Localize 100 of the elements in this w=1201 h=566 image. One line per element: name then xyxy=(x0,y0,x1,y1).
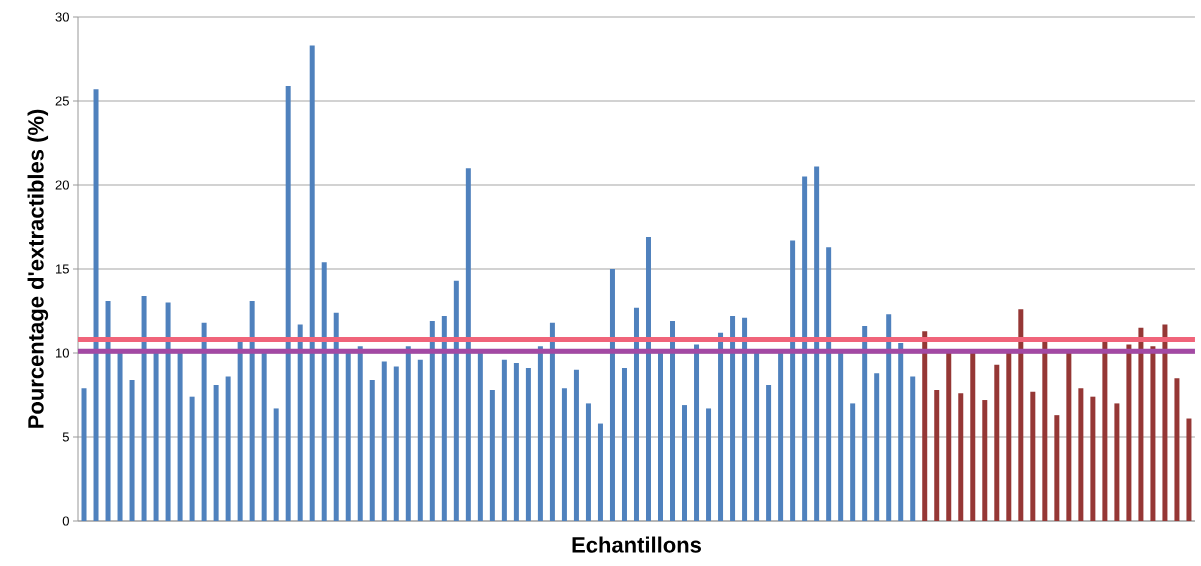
bar xyxy=(730,316,736,521)
bar xyxy=(105,300,111,521)
bar xyxy=(321,262,327,521)
bar xyxy=(790,240,796,521)
bar xyxy=(345,353,351,521)
bar xyxy=(537,346,543,521)
bar xyxy=(513,363,519,521)
bar xyxy=(297,324,303,521)
bar xyxy=(369,379,375,521)
bar xyxy=(609,269,615,521)
x-axis-title: Echantillons xyxy=(572,536,701,553)
y-tick-label: 10 xyxy=(56,348,69,358)
bar xyxy=(1030,391,1036,521)
bar xyxy=(922,331,928,521)
bar xyxy=(477,353,483,521)
bar xyxy=(453,280,459,521)
bar xyxy=(1126,344,1132,521)
bar xyxy=(237,341,243,521)
y-tick-label: 5 xyxy=(62,432,69,442)
bar xyxy=(285,85,291,521)
bar xyxy=(802,176,808,521)
bar xyxy=(429,321,435,521)
bar xyxy=(1138,327,1144,521)
bar xyxy=(754,353,760,521)
bar xyxy=(261,353,267,521)
bar xyxy=(621,368,627,521)
bar xyxy=(309,45,315,521)
bar xyxy=(93,89,99,521)
bar xyxy=(525,368,531,521)
bar xyxy=(1162,324,1168,521)
bar xyxy=(1150,346,1156,521)
bar xyxy=(189,396,195,521)
bar xyxy=(910,376,916,521)
bar xyxy=(874,373,880,521)
bar xyxy=(850,403,856,521)
bar xyxy=(645,237,651,521)
y-tick-label: 0 xyxy=(62,516,69,526)
bar xyxy=(994,364,1000,521)
bar xyxy=(201,322,207,521)
bar xyxy=(718,332,724,521)
bar xyxy=(1102,341,1108,521)
y-tick-label: 15 xyxy=(56,264,69,274)
bar xyxy=(682,405,688,521)
bar xyxy=(417,359,423,521)
bar xyxy=(742,317,748,521)
bar xyxy=(1186,418,1192,521)
bar xyxy=(706,408,712,521)
bar xyxy=(141,295,147,521)
bar xyxy=(946,353,952,521)
bar xyxy=(357,346,363,521)
bar xyxy=(585,403,591,521)
bar xyxy=(549,322,555,521)
bar xyxy=(766,384,772,521)
bar xyxy=(958,393,964,521)
bar xyxy=(441,316,447,521)
y-tick-label: 20 xyxy=(55,180,69,190)
bar xyxy=(982,400,988,521)
bar xyxy=(694,344,700,521)
bar xyxy=(213,384,219,521)
bar xyxy=(177,353,183,521)
bar xyxy=(670,321,676,521)
bar xyxy=(1090,396,1096,521)
bar xyxy=(597,423,603,521)
bar xyxy=(165,302,171,521)
bar xyxy=(405,346,411,521)
bar xyxy=(333,312,339,521)
bar xyxy=(862,326,868,521)
bar xyxy=(1018,309,1024,521)
bar xyxy=(129,379,135,521)
bar xyxy=(489,389,495,521)
bar xyxy=(561,388,567,521)
bar xyxy=(393,366,399,521)
bar xyxy=(1006,353,1012,521)
bar xyxy=(1066,353,1072,521)
bar xyxy=(814,166,820,521)
bar xyxy=(273,408,279,521)
bar xyxy=(633,307,639,521)
bar xyxy=(117,353,123,521)
bar xyxy=(249,300,255,521)
bar xyxy=(1114,403,1120,521)
bar xyxy=(886,314,892,521)
bar xyxy=(81,388,87,521)
y-tick-label: 25 xyxy=(55,96,69,106)
bar xyxy=(1042,341,1048,521)
bar xyxy=(898,342,904,521)
bar xyxy=(1078,388,1084,521)
y-tick-label: 30 xyxy=(55,12,69,22)
bar xyxy=(465,168,471,521)
bar xyxy=(1174,378,1180,521)
bar xyxy=(934,389,940,521)
bar xyxy=(381,361,387,521)
y-axis-title: Pourcentage d'extractibles (%) xyxy=(27,109,49,428)
bar xyxy=(225,376,231,521)
bar xyxy=(658,353,663,521)
bar xyxy=(573,369,579,521)
bar xyxy=(838,353,844,521)
bar xyxy=(153,353,159,521)
bar xyxy=(826,247,832,521)
bar xyxy=(1054,415,1060,521)
bar xyxy=(778,353,784,521)
